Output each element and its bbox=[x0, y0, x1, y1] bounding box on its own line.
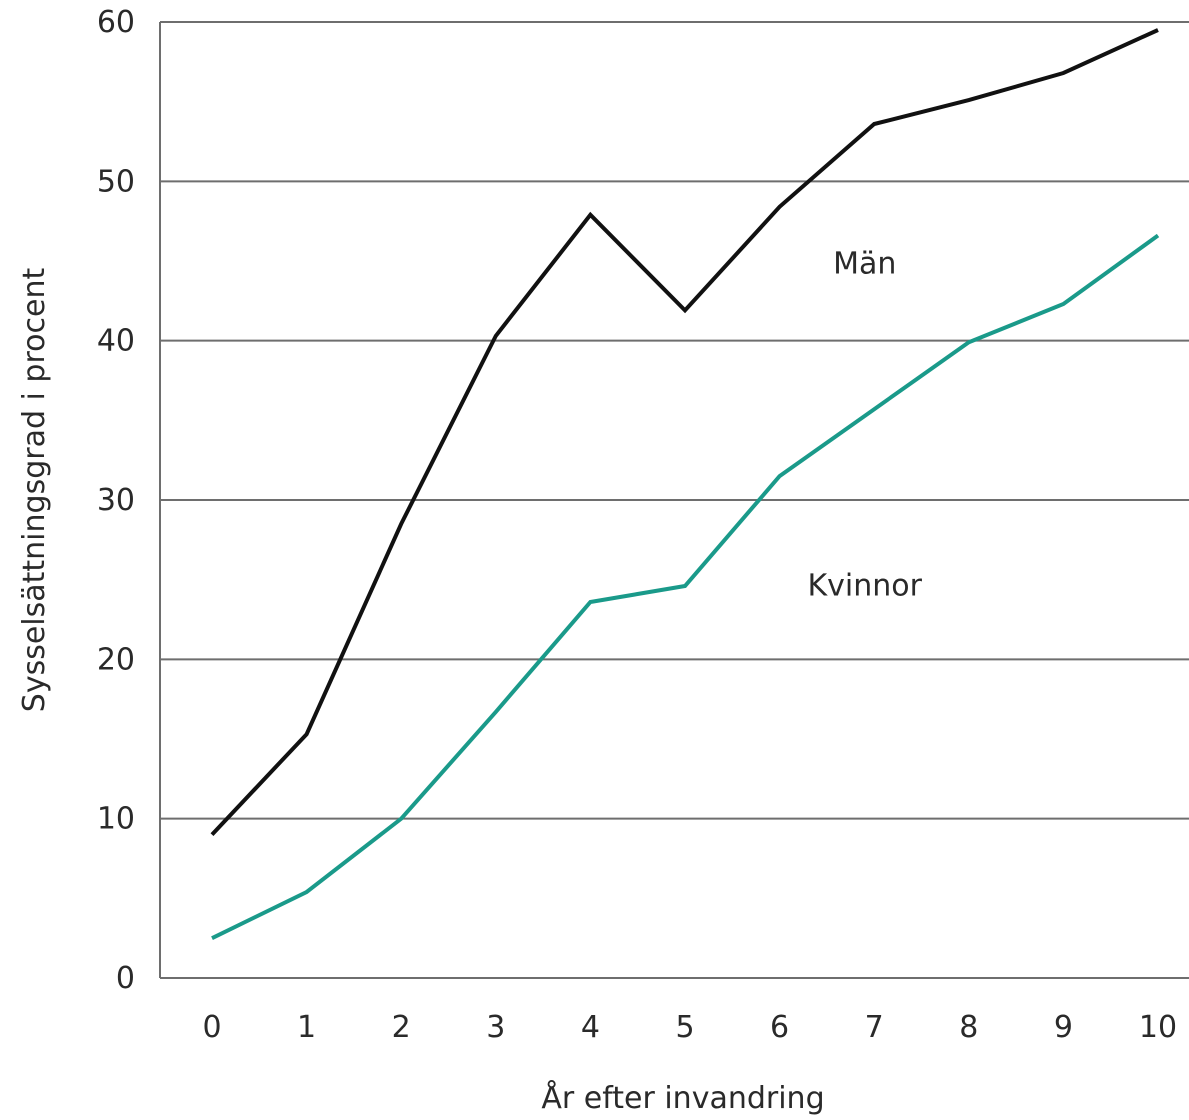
x-tick-label: 4 bbox=[581, 1010, 600, 1045]
x-tick-label: 9 bbox=[1054, 1010, 1073, 1045]
y-tick-label: 60 bbox=[97, 5, 135, 40]
y-tick-label: 20 bbox=[97, 642, 135, 677]
series-line-man bbox=[210, 28, 1159, 836]
x-tick-label: 0 bbox=[202, 1010, 221, 1045]
axes bbox=[159, 22, 1189, 979]
y-tick-label: 40 bbox=[97, 324, 135, 359]
x-tick-labels: 0 1 2 3 4 5 6 7 8 9 10 bbox=[202, 1010, 1177, 1045]
x-axis-title: År efter invandring bbox=[541, 1080, 824, 1116]
x-tick-label: 3 bbox=[486, 1010, 505, 1045]
y-tick-labels: 0 10 20 30 40 50 60 bbox=[97, 5, 135, 996]
x-tick-label: 7 bbox=[865, 1010, 884, 1045]
x-tick-label: 1 bbox=[297, 1010, 316, 1045]
y-tick-label: 30 bbox=[97, 483, 135, 518]
x-tick-label: 10 bbox=[1139, 1010, 1177, 1045]
series-labels: Män Kvinnor bbox=[807, 247, 922, 604]
series-line-kvinnor bbox=[211, 233, 1160, 940]
y-tick-label: 50 bbox=[97, 164, 135, 199]
series-label-man: Män bbox=[833, 247, 896, 282]
gridlines bbox=[160, 21, 1189, 820]
y-tick-label: 0 bbox=[116, 961, 135, 996]
y-axis-title: Sysselsättningsgrad i procent bbox=[17, 268, 52, 713]
series-lines bbox=[210, 28, 1160, 940]
x-tick-label: 2 bbox=[392, 1010, 411, 1045]
x-tick-label: 6 bbox=[770, 1010, 789, 1045]
x-tick-label: 5 bbox=[675, 1010, 694, 1045]
x-tick-label: 8 bbox=[959, 1010, 978, 1045]
series-label-kvinnor: Kvinnor bbox=[807, 569, 922, 604]
y-tick-label: 10 bbox=[97, 802, 135, 837]
